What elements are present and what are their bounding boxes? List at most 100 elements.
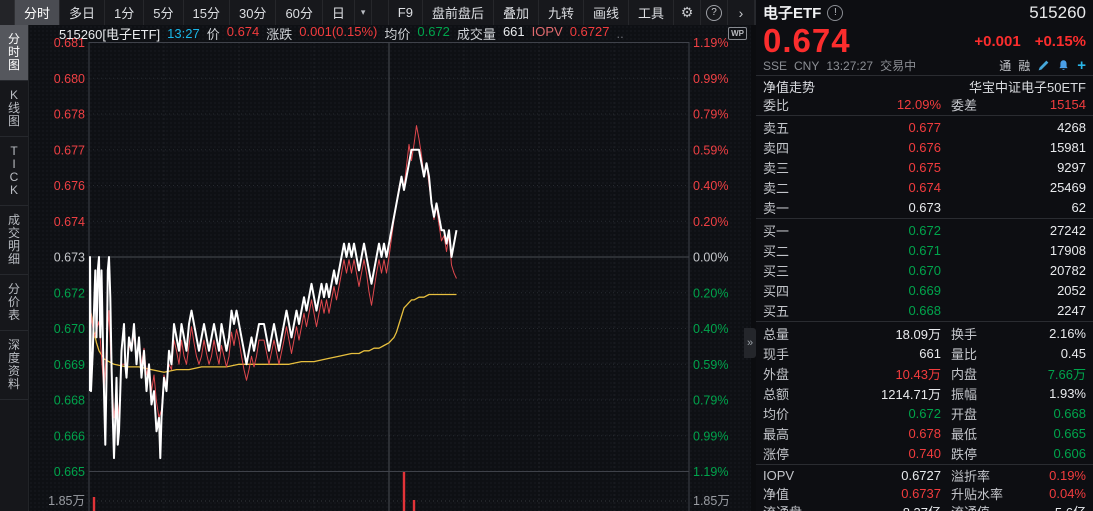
currency-label: CNY: [794, 58, 820, 73]
btn-pre-post-market[interactable]: 盘前盘后: [423, 0, 494, 25]
order-price: 0.675: [908, 159, 941, 175]
pct-tick-right: 0.20%: [693, 215, 728, 229]
ask-row[interactable]: 卖五 0.677 4268: [763, 117, 1086, 137]
sidetab-char: K: [9, 88, 18, 102]
stat-value: 10.43万: [895, 366, 941, 382]
sidetab-char: 成: [7, 213, 20, 227]
order-volume: 17908: [1049, 242, 1086, 258]
order-volume: 2247: [1057, 302, 1086, 318]
intraday-chart[interactable]: 515260[电子ETF] 13:27 价 0.674 涨跌 0.001(0.15%)…: [29, 24, 751, 511]
stat-label: 溢折率: [951, 469, 991, 484]
commission-row: 委比 12.09% 委差 15154: [763, 95, 1086, 114]
stat-value: 0.19%: [1049, 468, 1086, 483]
period-dropdown-caret-icon[interactable]: ▾: [355, 0, 373, 25]
intraday-chart-canvas[interactable]: 0.681 0.680 0.678 0.677 0.676 0.674 0.673 0.672…: [29, 25, 751, 511]
stat-value: 661: [919, 345, 941, 361]
sidetab-char: K: [9, 183, 18, 197]
sidetab-char: 图: [7, 114, 20, 128]
collapse-panel-icon[interactable]: »: [744, 328, 756, 358]
divider-line: [756, 321, 1093, 322]
stat-value: 0.678: [908, 425, 941, 441]
panel-divider: »: [744, 25, 756, 511]
btn-f9[interactable]: F9: [389, 0, 423, 25]
bid-row[interactable]: 买三 0.670 20782: [763, 260, 1086, 280]
bell-icon[interactable]: [1057, 59, 1070, 72]
tab-5min[interactable]: 5分: [144, 0, 184, 25]
more-icon[interactable]: ›: [728, 0, 755, 25]
chart-info-bar: 515260[电子ETF] 13:27 价 0.674 涨跌 0.001(0.15%)…: [29, 24, 751, 42]
stat-value: 0.6727: [901, 468, 941, 483]
stat-label: 净值: [763, 487, 790, 502]
weicha-value: 15154: [1049, 97, 1086, 112]
btn-draw-line[interactable]: 画线: [584, 0, 629, 25]
info-field-value: 0.6727: [569, 24, 610, 39]
tab-1min[interactable]: 1分: [105, 0, 145, 25]
price-tick-left: 0.666: [54, 429, 85, 443]
info-field-label: 均价: [384, 27, 411, 42]
info-icon[interactable]: !: [827, 4, 844, 21]
tab-daily[interactable]: 日: [323, 0, 355, 25]
ask-row[interactable]: 卖三 0.675 9297: [763, 157, 1086, 177]
volume-bar: [402, 472, 406, 511]
sidetab-price-table[interactable]: 分价表: [0, 275, 28, 331]
sidetab-trade-detail[interactable]: 成交明细: [0, 206, 28, 275]
price-row: 0.674 +0.001 +0.15%: [763, 24, 1086, 57]
info-field-value: 0.674: [226, 24, 260, 39]
stat-value: 0.04%: [1049, 486, 1086, 501]
btn-overlay[interactable]: 叠加: [494, 0, 539, 25]
stat-label: 流通盘: [763, 502, 813, 511]
order-volume: 27242: [1049, 222, 1086, 238]
gear-icon[interactable]: ⚙: [674, 0, 701, 25]
stat-row: 均价 0.672 开盘 0.668: [763, 403, 1086, 423]
exchange-label: SSE: [763, 58, 788, 73]
sidetab-char: 线: [7, 101, 20, 115]
bid-row[interactable]: 买一 0.672 27242: [763, 220, 1086, 240]
btn-tools[interactable]: 工具: [629, 0, 674, 25]
wp-icon[interactable]: WP: [728, 27, 747, 40]
tab-15min[interactable]: 15分: [184, 0, 230, 25]
tab-60min[interactable]: 60分: [276, 0, 323, 25]
tab-30min[interactable]: 30分: [230, 0, 277, 25]
chart-section: 分时 多日 1分 5分 15分 30分 60分日 ▾ F9 盘前盘后 叠加 九转 画线 工具 ⚙ ? …: [0, 0, 756, 511]
sidetab-depth-info[interactable]: 深度资料: [0, 331, 28, 400]
market-status-row: SSE CNY 13:27:27 交易中 通 融 +: [763, 57, 1086, 74]
toolbar-spacer: [372, 0, 389, 25]
bid-row[interactable]: 买五 0.668 2247: [763, 300, 1086, 320]
order-level-label: 买三: [763, 263, 790, 279]
order-price: 0.668: [908, 302, 941, 318]
ask-row[interactable]: 卖四 0.676 15981: [763, 137, 1086, 157]
order-price: 0.670: [908, 262, 941, 278]
fund-name: 电子ETF: [763, 5, 822, 22]
bid-row[interactable]: 买二 0.671 17908: [763, 240, 1086, 260]
sidetab-intraday-chart[interactable]: 分时图: [0, 25, 28, 81]
btn-nine-turn[interactable]: 九转: [539, 0, 584, 25]
tab-intraday[interactable]: 分时: [15, 0, 61, 25]
stat-value: 7.66万: [1047, 366, 1086, 382]
toolbar-corner: [0, 0, 15, 25]
ask-row[interactable]: 卖一 0.673 62: [763, 197, 1086, 217]
pct-tick-right: 0.99%: [693, 72, 728, 86]
stat-label: 振幅: [951, 386, 978, 402]
pencil-icon[interactable]: [1037, 59, 1050, 72]
price-tick-left: 0.673: [54, 251, 85, 265]
quote-panel: 电子ETF ! 515260 0.674 +0.001 +0.15% SSE C…: [755, 0, 1093, 511]
add-to-watchlist-icon[interactable]: +: [1077, 57, 1086, 74]
ask-row[interactable]: 卖二 0.674 25469: [763, 177, 1086, 197]
volume-scale-right: 1.85万: [693, 494, 730, 508]
order-volume: 20782: [1049, 262, 1086, 278]
tab-multiday[interactable]: 多日: [60, 0, 106, 25]
stat-value: 5.6亿: [1011, 502, 1086, 511]
stat-row: 流通盘8.37亿流通值5.6亿: [763, 502, 1086, 511]
stat-value: 18.09万: [895, 326, 941, 342]
pct-tick-right: 0.20%: [693, 286, 728, 300]
price-tick-left: 0.681: [54, 36, 85, 50]
order-level-label: 卖二: [763, 180, 790, 196]
bid-row[interactable]: 买四 0.669 2052: [763, 280, 1086, 300]
stat-label: 总量: [763, 326, 790, 342]
help-icon[interactable]: ?: [701, 0, 728, 25]
stat-value: 0.665: [1053, 425, 1086, 441]
info-field-label: 价: [206, 27, 220, 42]
